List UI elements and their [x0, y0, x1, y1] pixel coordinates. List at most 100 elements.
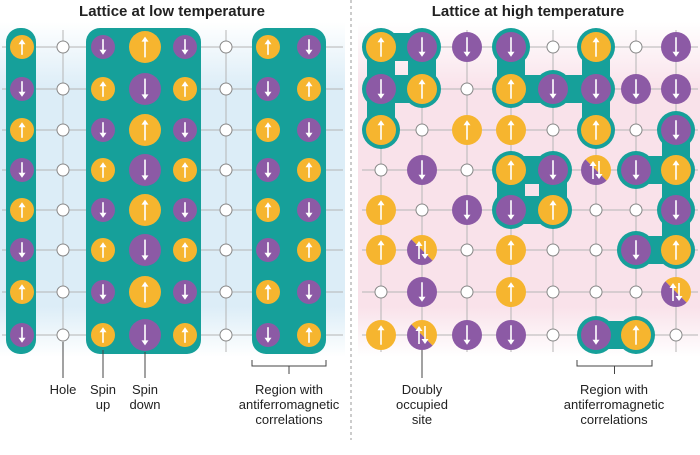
label-text: antiferromagnetic: [564, 397, 665, 412]
arrow-head: [592, 120, 600, 126]
arrow-head: [507, 160, 515, 166]
arrow-head: [463, 51, 471, 57]
arrow-head: [421, 254, 429, 259]
hole: [629, 123, 643, 137]
label-text: occupied: [396, 397, 448, 412]
arrow-head: [99, 242, 107, 248]
arrow-head: [141, 281, 149, 287]
arrow-head: [141, 340, 149, 346]
arrow-head: [264, 337, 272, 343]
double-half: [411, 320, 437, 346]
arrow-head: [418, 51, 426, 57]
arrow-head: [377, 240, 385, 246]
hole: [56, 163, 70, 177]
arrow-head: [418, 79, 426, 85]
arrow-head: [264, 39, 272, 45]
hole: [219, 123, 233, 137]
arrow-head: [181, 294, 189, 300]
correlation-band: [6, 28, 36, 354]
hole: [589, 203, 603, 217]
hole: [219, 285, 233, 299]
arrow-head: [264, 122, 272, 128]
arrow-head: [18, 39, 26, 45]
hole: [460, 163, 474, 177]
arrow-head: [181, 242, 189, 248]
hole: [56, 40, 70, 54]
arrow-head: [632, 93, 640, 99]
hole: [219, 163, 233, 177]
arrow-head: [18, 252, 26, 258]
arrow-head: [507, 214, 515, 220]
label-text: Doubly: [402, 382, 443, 397]
arrow-head: [672, 160, 680, 166]
arrow-head: [507, 240, 515, 246]
hole: [546, 243, 560, 257]
arrow-head: [181, 132, 189, 138]
arrow-head: [377, 200, 385, 206]
correlation-band: [86, 28, 201, 354]
hole: [219, 82, 233, 96]
arrow-head: [141, 199, 149, 205]
arrow-head: [463, 214, 471, 220]
arrow-head: [595, 174, 603, 179]
label-text: correlations: [255, 412, 323, 427]
label-text: down: [129, 397, 160, 412]
arrow-head: [418, 296, 426, 302]
arrow-head: [632, 254, 640, 260]
lattices: [2, 28, 698, 354]
arrow-head: [181, 81, 189, 87]
arrow-head: [592, 93, 600, 99]
arrow-head: [305, 294, 313, 300]
arrow-head: [549, 93, 557, 99]
arrow-head: [305, 327, 313, 333]
double-half: [407, 239, 433, 265]
arrow-head: [507, 282, 515, 288]
arrow-head: [18, 172, 26, 178]
hole: [219, 40, 233, 54]
double-half: [661, 281, 687, 307]
arrow-head: [141, 94, 149, 100]
hole: [629, 203, 643, 217]
correlation-band: [252, 28, 326, 354]
arrow-head: [377, 120, 385, 126]
arrow-head: [181, 49, 189, 55]
hole: [219, 203, 233, 217]
arrow-head: [632, 174, 640, 180]
arrow-head: [672, 134, 680, 140]
arrow-head: [18, 122, 26, 128]
double-half: [665, 277, 691, 303]
arrow-head: [18, 91, 26, 97]
hole: [219, 328, 233, 342]
hole: [629, 285, 643, 299]
arrow-head: [264, 202, 272, 208]
arrow-head: [675, 296, 683, 301]
arrow-head: [99, 132, 107, 138]
arrow-head: [141, 175, 149, 181]
hole: [629, 40, 643, 54]
label-text: Spin: [132, 382, 158, 397]
arrow-head: [305, 242, 313, 248]
arrow-head: [99, 327, 107, 333]
double-half: [581, 159, 607, 185]
hole: [374, 163, 388, 177]
hole: [546, 328, 560, 342]
arrow-head: [141, 119, 149, 125]
arrow-head: [377, 325, 385, 331]
arrow-head: [632, 325, 640, 331]
arrow-head: [672, 214, 680, 220]
arrow-head: [18, 337, 26, 343]
arrow-head: [264, 284, 272, 290]
bracket: [576, 360, 653, 374]
left-title: Lattice at low temperature: [79, 3, 265, 20]
arrow-head: [181, 212, 189, 218]
hole: [56, 328, 70, 342]
label-text: site: [412, 412, 432, 427]
arrow-head: [421, 339, 429, 344]
hole: [546, 123, 560, 137]
hole: [460, 82, 474, 96]
hole: [374, 285, 388, 299]
label-text: Spin: [90, 382, 116, 397]
arrow-head: [264, 91, 272, 97]
